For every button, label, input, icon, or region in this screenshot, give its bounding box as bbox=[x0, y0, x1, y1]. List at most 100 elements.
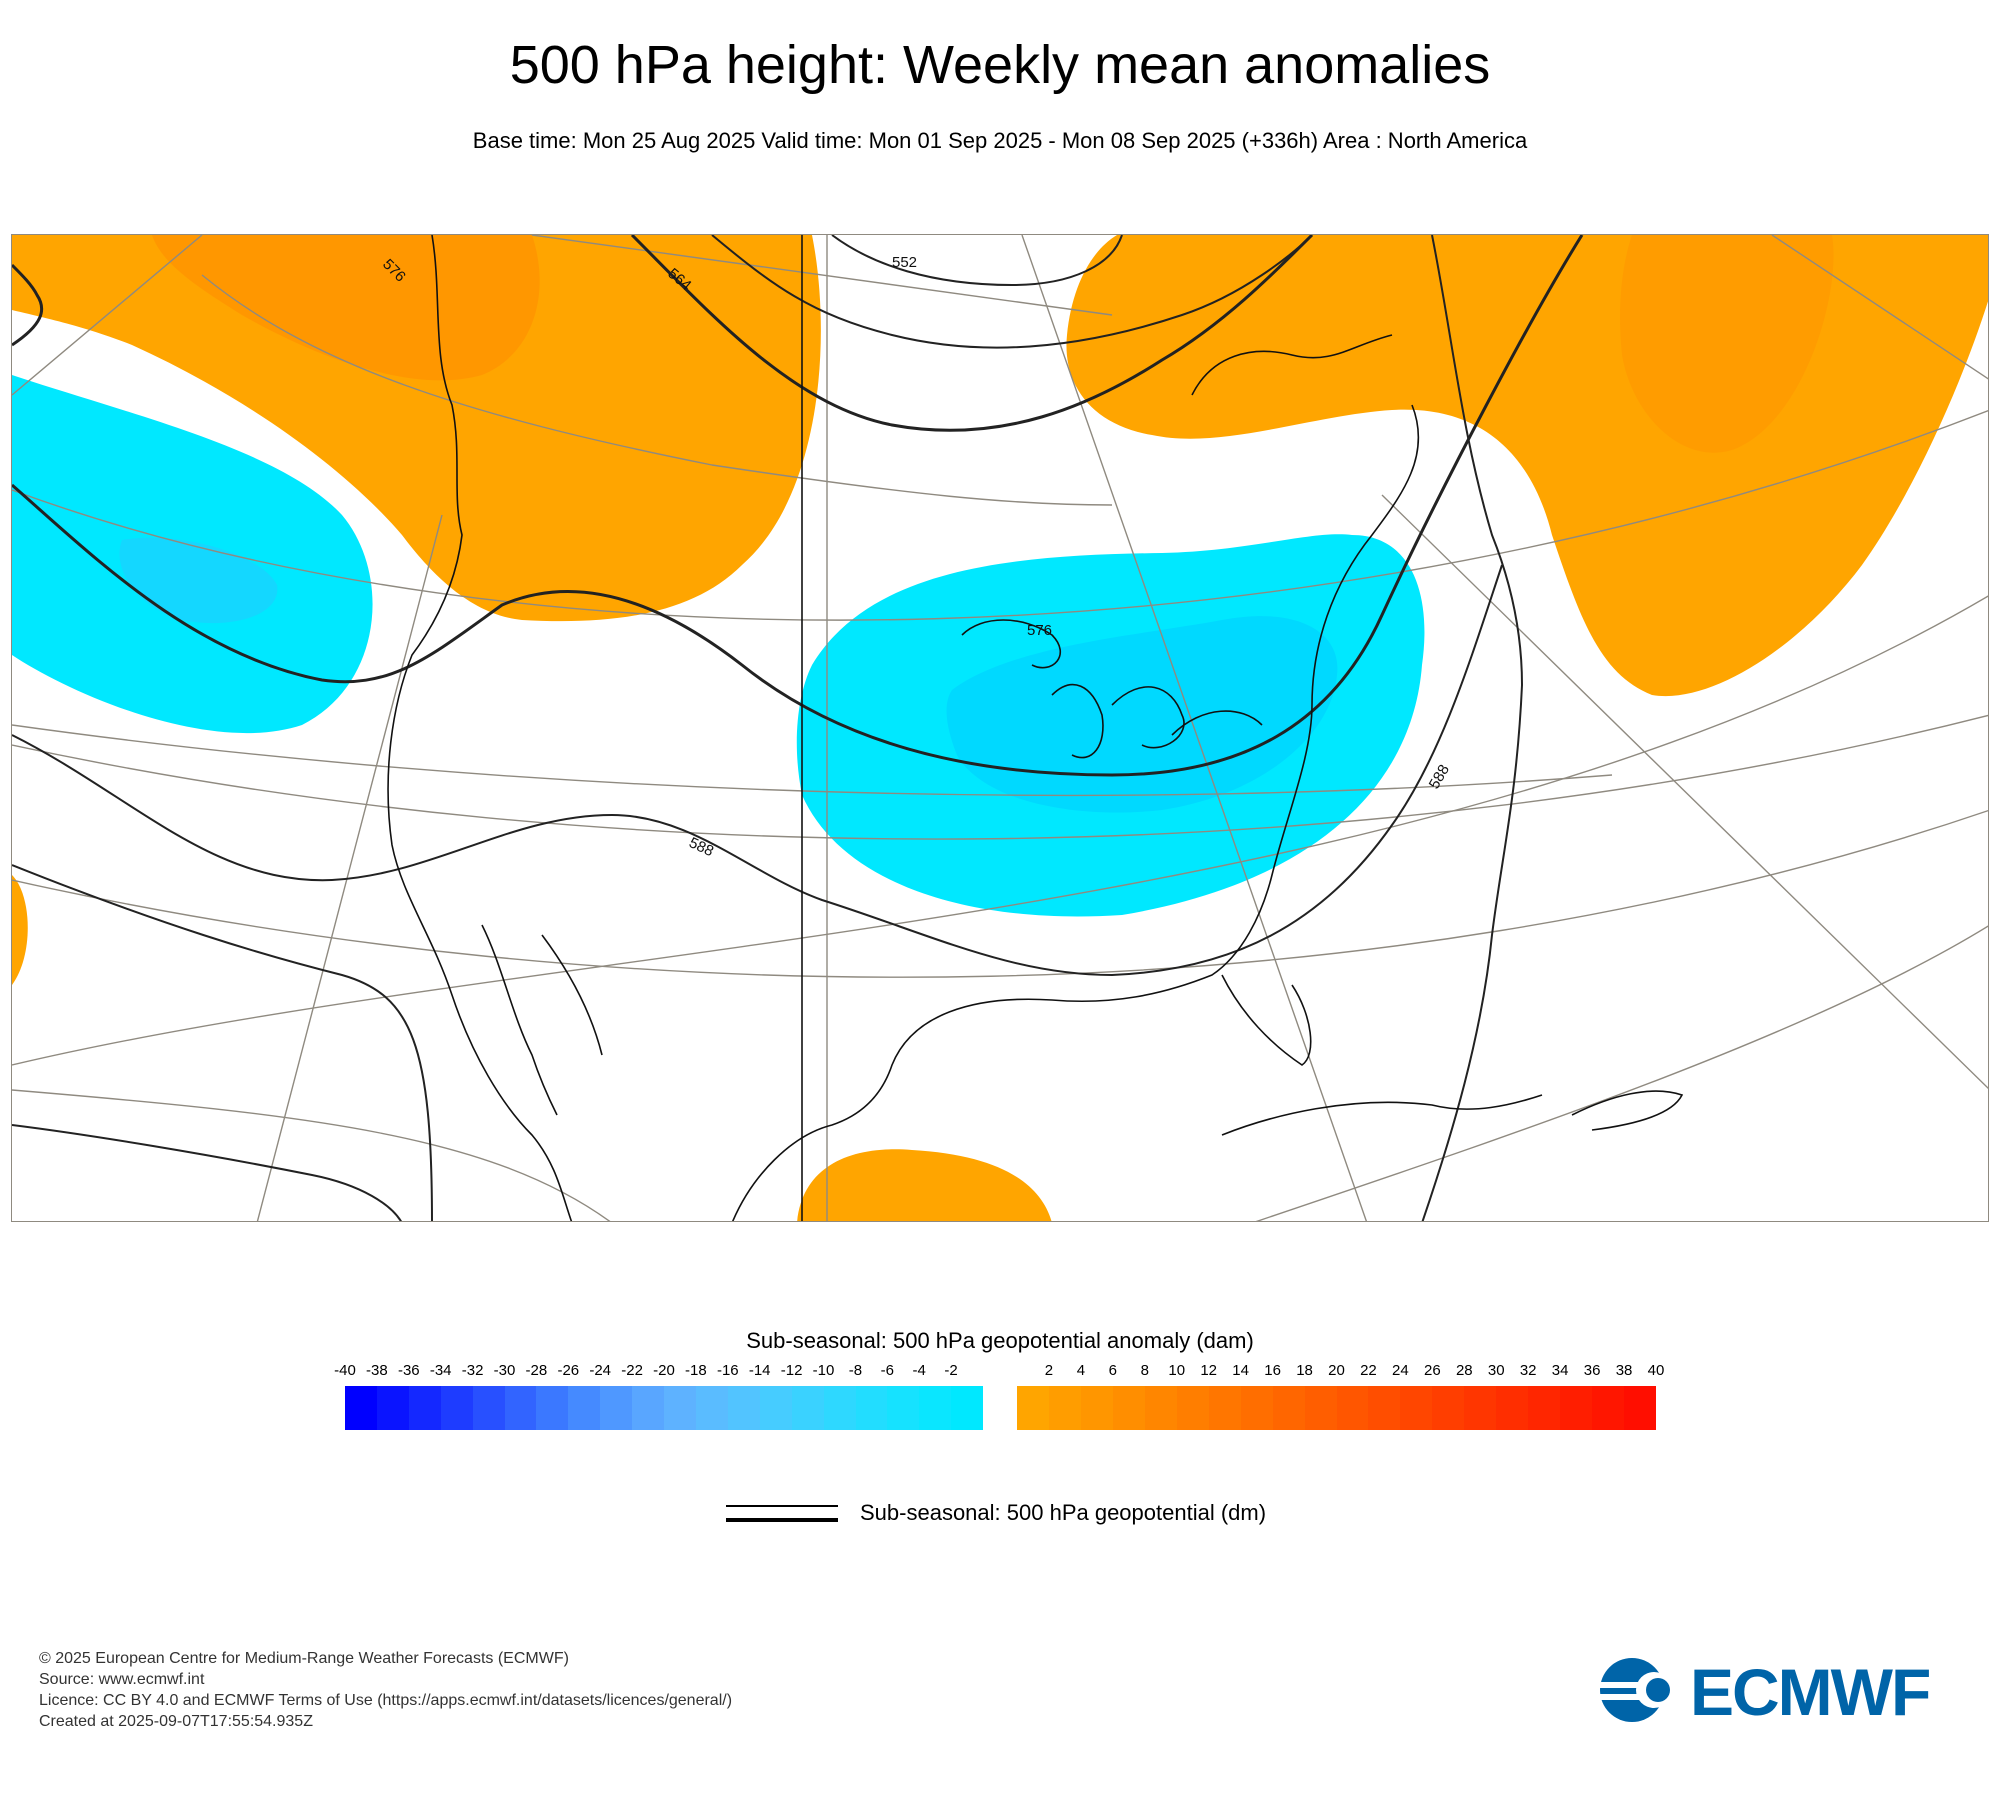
colorbar-negative-segment-9 bbox=[632, 1386, 665, 1430]
colorbar-tick--22: -22 bbox=[621, 1362, 643, 1379]
colorbar-negative-segment-14 bbox=[791, 1386, 824, 1430]
colorbar-positive-segment-15 bbox=[1496, 1386, 1529, 1430]
colorbar-tick--18: -18 bbox=[685, 1362, 707, 1379]
colorbar-tick--10: -10 bbox=[812, 1362, 835, 1379]
colorbar-tick--34: -34 bbox=[429, 1362, 452, 1379]
colorbar-positive-segment-0 bbox=[1017, 1386, 1049, 1430]
colorbar-negative bbox=[345, 1386, 984, 1430]
colorbar-positive-segment-19 bbox=[1624, 1386, 1657, 1430]
colorbar-tick--38: -38 bbox=[366, 1362, 388, 1379]
colorbar-positive-segment-4 bbox=[1144, 1386, 1177, 1430]
contour-thick-2 bbox=[630, 235, 1314, 432]
colorbar-positive-segment-1 bbox=[1048, 1386, 1081, 1430]
colorbar-negative-segment-8 bbox=[600, 1386, 633, 1430]
colorbar-positive-segment-14 bbox=[1464, 1386, 1497, 1430]
colorbar-negative-segment-2 bbox=[408, 1386, 441, 1430]
chart-subtitle: Base time: Mon 25 Aug 2025 Valid time: M… bbox=[472, 128, 1528, 153]
positive-anomaly-west-edge bbox=[12, 875, 28, 985]
colorbar-tick-30: 30 bbox=[1487, 1362, 1505, 1379]
colorbar-tick--40: -40 bbox=[334, 1362, 356, 1379]
colorbar-positive-segment-12 bbox=[1400, 1386, 1433, 1430]
colorbar-negative-segment-17 bbox=[887, 1386, 920, 1430]
colorbar-tick-34: 34 bbox=[1551, 1362, 1569, 1379]
colorbar-tick--16: -16 bbox=[716, 1362, 739, 1379]
colorbar-negative-segment-7 bbox=[568, 1386, 601, 1430]
colorbar-tick--4: -4 bbox=[912, 1362, 926, 1379]
colorbar-negative-segment-0 bbox=[345, 1386, 377, 1430]
colorbar-positive-segment-5 bbox=[1176, 1386, 1209, 1430]
colorbar-negative-segment-16 bbox=[855, 1386, 888, 1430]
contour-legend-label: Sub-seasonal: 500 hPa geopotential (dm) bbox=[860, 1500, 1267, 1525]
negative-anomaly-east-core bbox=[946, 616, 1338, 813]
ecmwf-logo: ECMWF bbox=[1590, 1650, 1970, 1730]
colorbar-positive-segment-10 bbox=[1336, 1386, 1369, 1430]
colorbar-positive-segment-8 bbox=[1272, 1386, 1305, 1430]
coastlines bbox=[387, 235, 1684, 1221]
colorbar-negative-segment-1 bbox=[376, 1386, 409, 1430]
footer-source: Source: www.ecmwf.int bbox=[39, 1671, 205, 1688]
colorbar-positive bbox=[1017, 1386, 1657, 1430]
colorbar-tick--2: -2 bbox=[944, 1362, 958, 1379]
contour-legend-line bbox=[726, 1502, 838, 1526]
map-panel: 576 564 552 576 588 588 bbox=[11, 234, 1989, 1222]
colorbar-tick--26: -26 bbox=[557, 1362, 580, 1379]
colorbar-positive-segment-2 bbox=[1080, 1386, 1113, 1430]
colorbar-negative-segment-12 bbox=[727, 1386, 760, 1430]
colorbar-tick-36: 36 bbox=[1583, 1362, 1601, 1379]
colorbar-positive-segment-6 bbox=[1208, 1386, 1241, 1430]
colorbar-tick-32: 32 bbox=[1519, 1362, 1537, 1379]
contour-label-588-w: 588 bbox=[686, 834, 716, 860]
colorbar-tick--30: -30 bbox=[493, 1362, 516, 1379]
colorbar-negative-segment-6 bbox=[536, 1386, 569, 1430]
colorbar-tick-38: 38 bbox=[1615, 1362, 1633, 1379]
colorbar-tick--24: -24 bbox=[589, 1362, 612, 1379]
colorbar-negative-segment-19 bbox=[951, 1386, 984, 1430]
colorbar-negative-segment-3 bbox=[440, 1386, 473, 1430]
height-contours bbox=[12, 235, 1584, 1221]
colorbar-title: Sub-seasonal: 500 hPa geopotential anoma… bbox=[746, 1328, 1254, 1353]
colorbar-negative-segment-10 bbox=[664, 1386, 696, 1430]
negative-anomaly-pacific-core bbox=[119, 537, 278, 624]
colorbar-tick--36: -36 bbox=[397, 1362, 420, 1379]
colorbar-tick--8: -8 bbox=[848, 1362, 863, 1379]
colorbar-tick-40: 40 bbox=[1647, 1362, 1665, 1379]
colorbar-tick-6: 6 bbox=[1108, 1362, 1118, 1379]
colorbar-positive-segment-9 bbox=[1304, 1386, 1337, 1430]
map-svg: 576 564 552 576 588 588 bbox=[12, 235, 1988, 1221]
colorbar-tick-4: 4 bbox=[1076, 1362, 1086, 1379]
contour-thick-3 bbox=[12, 263, 44, 347]
colorbar-tick--14: -14 bbox=[748, 1362, 771, 1379]
colorbar-tick--20: -20 bbox=[653, 1362, 675, 1379]
contour-label-576-e: 576 bbox=[1027, 622, 1052, 639]
colorbar-negative-segment-15 bbox=[823, 1386, 856, 1430]
colorbar-tick-26: 26 bbox=[1424, 1362, 1441, 1379]
contour-thick-1 bbox=[12, 235, 1584, 777]
colorbar-tick-24: 24 bbox=[1392, 1362, 1409, 1379]
colorbar-tick-16: 16 bbox=[1264, 1362, 1281, 1379]
negative-anomaly-areas bbox=[12, 375, 1425, 917]
colorbar-tick-14: 14 bbox=[1232, 1362, 1249, 1379]
graticule bbox=[12, 235, 1988, 1221]
colorbar-tick-20: 20 bbox=[1328, 1362, 1345, 1379]
colorbar-tick--28: -28 bbox=[525, 1362, 548, 1379]
footer-licence: Licence: CC BY 4.0 and ECMWF Terms of Us… bbox=[39, 1692, 733, 1709]
colorbar-negative-segment-4 bbox=[472, 1386, 505, 1430]
colorbar-tick--32: -32 bbox=[461, 1362, 484, 1379]
colorbar-positive-segment-16 bbox=[1528, 1386, 1561, 1430]
positive-anomaly-nw bbox=[12, 235, 821, 622]
colorbar-positive-segment-13 bbox=[1432, 1386, 1465, 1430]
colorbar-tick-10: 10 bbox=[1168, 1362, 1186, 1379]
colorbar-positive-segment-7 bbox=[1240, 1386, 1273, 1430]
colorbar-tick--12: -12 bbox=[780, 1362, 803, 1379]
colorbar-tick-22: 22 bbox=[1360, 1362, 1377, 1379]
colorbar-tick-8: 8 bbox=[1140, 1362, 1149, 1379]
colorbar-positive-segment-17 bbox=[1560, 1386, 1593, 1430]
colorbar-positive-segment-11 bbox=[1368, 1386, 1401, 1430]
colorbar-tick-28: 28 bbox=[1455, 1362, 1473, 1379]
colorbar-negative-segment-11 bbox=[695, 1386, 728, 1430]
footer: © 2025 European Centre for Medium-Range … bbox=[39, 1648, 732, 1732]
positive-anomaly-areas bbox=[12, 235, 1988, 1221]
colorbar-tick--6: -6 bbox=[880, 1362, 894, 1379]
colorbar-negative-segment-18 bbox=[919, 1386, 952, 1430]
positive-anomaly-ne-core bbox=[1620, 235, 1834, 453]
